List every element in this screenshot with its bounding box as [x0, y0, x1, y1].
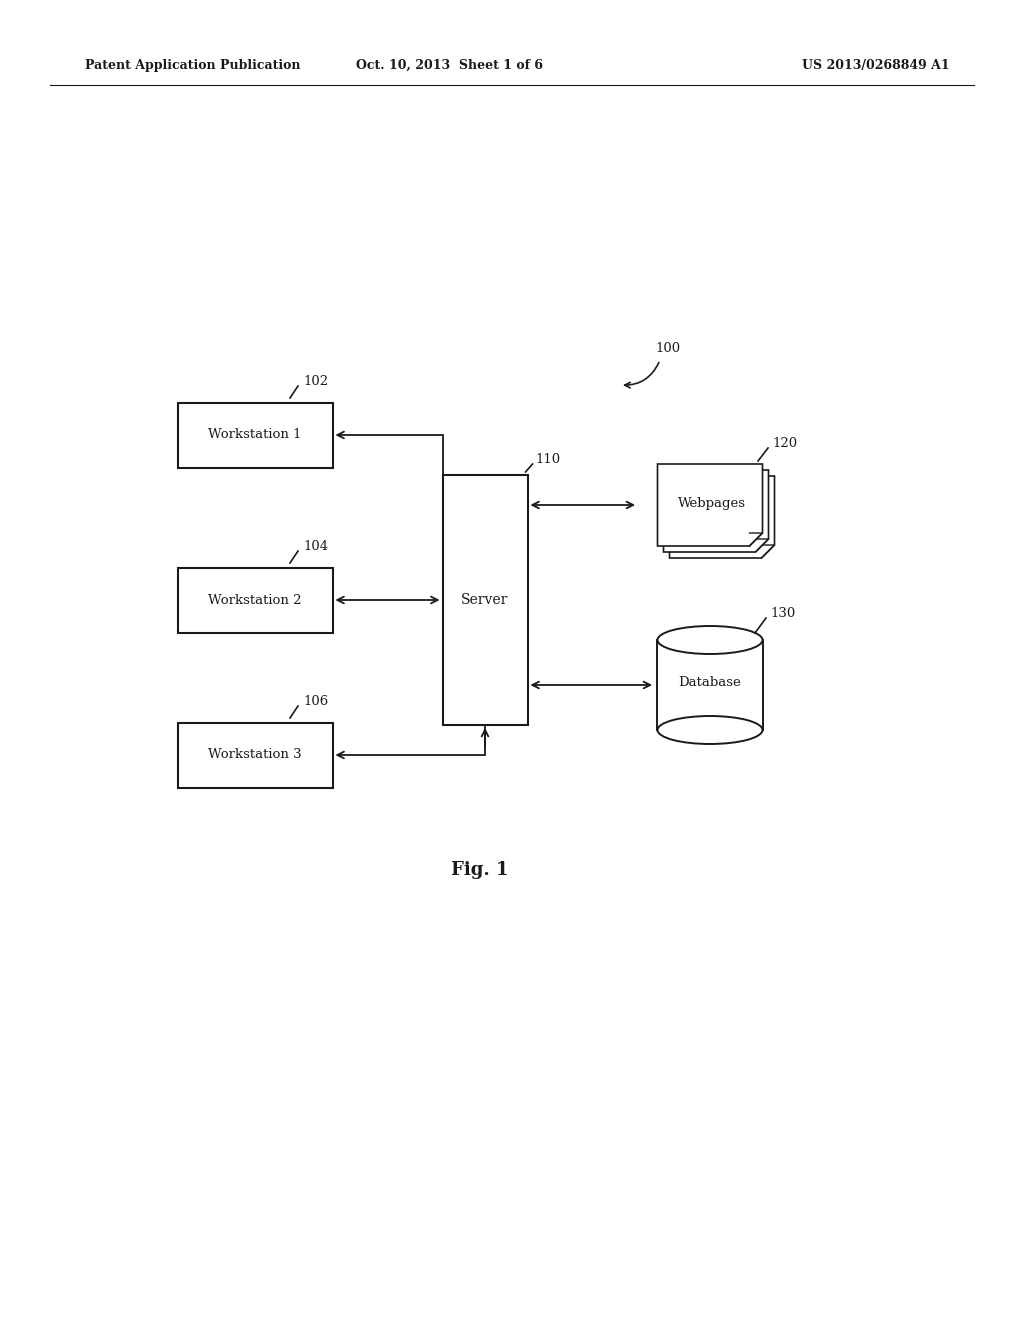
Text: Database: Database	[679, 676, 741, 689]
Text: 100: 100	[655, 342, 680, 355]
Text: Patent Application Publication: Patent Application Publication	[85, 58, 300, 71]
Ellipse shape	[657, 626, 763, 653]
Text: 104: 104	[303, 540, 328, 553]
Bar	[177, 403, 333, 467]
Text: 120: 120	[772, 437, 797, 450]
Text: 110: 110	[536, 453, 560, 466]
Text: 102: 102	[303, 375, 328, 388]
Text: Workstation 3: Workstation 3	[208, 748, 302, 762]
Bar	[657, 640, 763, 730]
Ellipse shape	[657, 715, 763, 744]
Text: Server: Server	[462, 593, 509, 607]
Text: US 2013/0268849 A1: US 2013/0268849 A1	[803, 58, 950, 71]
Bar	[442, 475, 527, 725]
Polygon shape	[670, 477, 774, 558]
Bar	[177, 568, 333, 632]
Text: Oct. 10, 2013  Sheet 1 of 6: Oct. 10, 2013 Sheet 1 of 6	[356, 58, 544, 71]
Text: Webpages: Webpages	[678, 496, 746, 510]
Polygon shape	[657, 465, 763, 546]
Text: Workstation 2: Workstation 2	[208, 594, 302, 606]
Text: Fig. 1: Fig. 1	[452, 861, 509, 879]
Text: 130: 130	[770, 607, 796, 620]
Polygon shape	[664, 470, 768, 552]
Text: Workstation 1: Workstation 1	[208, 429, 302, 441]
Text: 106: 106	[303, 696, 329, 708]
Bar	[177, 722, 333, 788]
